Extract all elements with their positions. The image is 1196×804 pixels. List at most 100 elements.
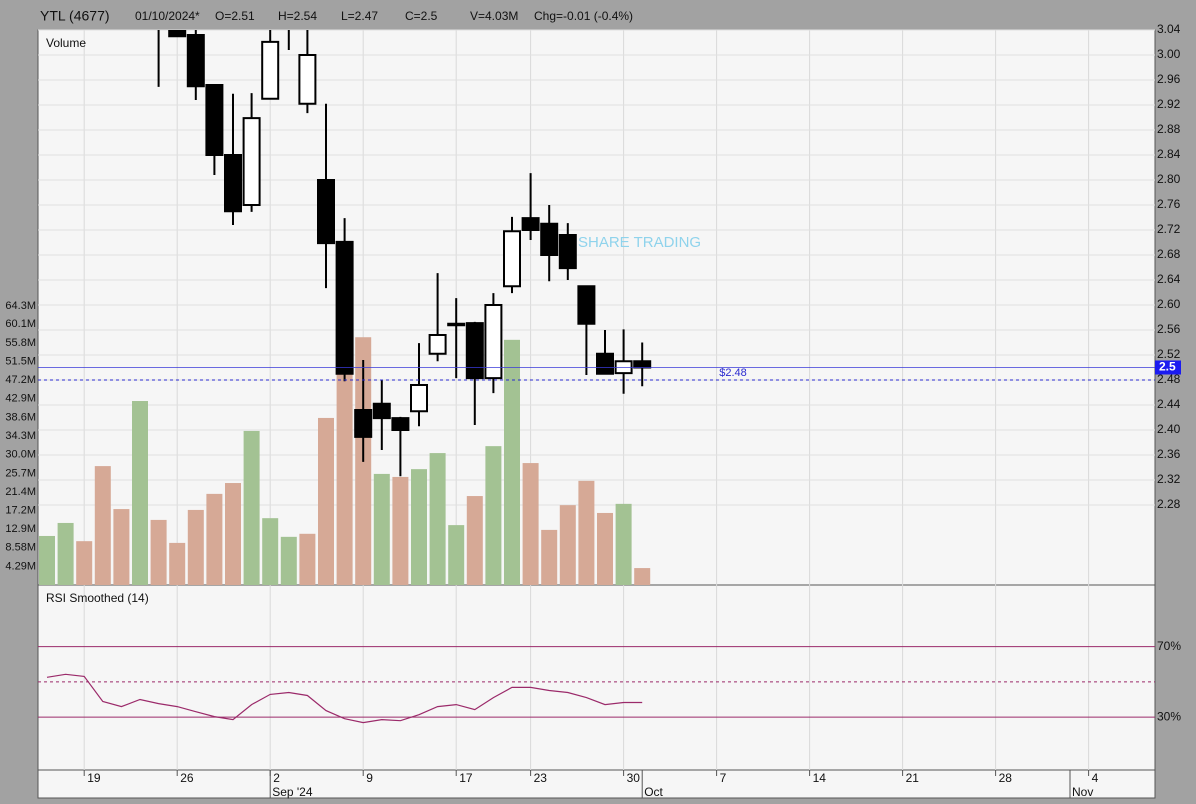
volume-bar bbox=[429, 453, 446, 585]
y-tick-label: 2.52 bbox=[1157, 347, 1181, 361]
candle-body bbox=[298, 54, 317, 105]
volume-bar bbox=[150, 519, 167, 585]
volume-bar bbox=[280, 536, 297, 585]
header-open: O=2.51 bbox=[215, 9, 255, 23]
candle-body bbox=[633, 360, 652, 369]
price-line-label: $2.48 bbox=[719, 367, 747, 379]
x-tick-label: 23 bbox=[534, 771, 548, 785]
volume-bar bbox=[169, 542, 186, 585]
x-tick-label: 21 bbox=[906, 771, 920, 785]
y-tick-label: 2.28 bbox=[1157, 497, 1181, 511]
rsi-panel bbox=[37, 584, 1156, 771]
header-high: H=2.54 bbox=[278, 9, 317, 23]
month-label: Oct bbox=[644, 785, 663, 799]
x-tick-label: 19 bbox=[87, 771, 101, 785]
volume-bar bbox=[448, 525, 465, 585]
volume-bar bbox=[318, 417, 334, 585]
candle-body bbox=[261, 40, 280, 100]
volume-tick-label: 55.8M bbox=[5, 337, 36, 349]
volume-bar bbox=[373, 473, 390, 585]
price-panel bbox=[37, 29, 1156, 586]
volume-bar bbox=[411, 469, 427, 585]
volume-bar bbox=[541, 529, 558, 585]
volume-bar bbox=[113, 509, 130, 585]
candles bbox=[157, 30, 652, 477]
axes: YTL (4677) 01/10/2024* O=2.51 H=2.54 L=2… bbox=[5, 8, 1181, 799]
volume-bar bbox=[615, 503, 632, 585]
y-tick-label: 3.00 bbox=[1157, 47, 1181, 61]
candle-body bbox=[391, 417, 410, 431]
volume-tick-label: 47.2M bbox=[5, 374, 36, 386]
candle-body bbox=[242, 117, 261, 206]
x-tick-label: 7 bbox=[720, 771, 727, 785]
volume-bar bbox=[597, 512, 613, 585]
candle-body bbox=[205, 84, 224, 156]
volume-tick-label: 25.7M bbox=[5, 467, 36, 479]
volume-bar bbox=[578, 480, 595, 585]
candle-body bbox=[540, 222, 559, 256]
y-tick-label: 2.36 bbox=[1157, 447, 1181, 461]
y-tick-label: 3.04 bbox=[1157, 22, 1181, 36]
volume-bar bbox=[206, 493, 223, 585]
volume-bar bbox=[559, 505, 576, 585]
volume-bar bbox=[187, 509, 204, 585]
x-tick-label: 17 bbox=[459, 771, 473, 785]
candle-body bbox=[521, 217, 540, 231]
candle-body bbox=[558, 234, 577, 270]
volume-label: Volume bbox=[46, 36, 86, 50]
last-price-box bbox=[1155, 360, 1181, 375]
rsi-area bbox=[38, 646, 1155, 724]
volume-bar bbox=[504, 339, 520, 585]
x-tick-label: 26 bbox=[180, 771, 194, 785]
volume-tick-label: 60.1M bbox=[5, 318, 36, 330]
candle-body bbox=[168, 30, 187, 38]
price-area: $2.48 bbox=[38, 30, 1155, 585]
candle-body bbox=[484, 304, 503, 380]
rsi-label: RSI Smoothed (14) bbox=[46, 591, 149, 605]
volume-bar bbox=[225, 483, 241, 585]
candle-body bbox=[186, 34, 205, 88]
volume-tick-label: 21.4M bbox=[5, 486, 36, 498]
volume-tick-label: 12.9M bbox=[5, 523, 36, 535]
volume-tick-label: 17.2M bbox=[5, 504, 36, 516]
candle-body bbox=[317, 179, 335, 245]
x-axis-panel bbox=[37, 769, 1156, 799]
volume-bar bbox=[336, 346, 353, 585]
y-tick-label: 2.40 bbox=[1157, 422, 1181, 436]
x-tick-label: 4 bbox=[1092, 771, 1099, 785]
rsi-tick-label: 30% bbox=[1157, 709, 1181, 723]
volume-bar bbox=[634, 568, 651, 585]
y-tick-label: 2.96 bbox=[1157, 72, 1181, 86]
volume-tick-label: 30.0M bbox=[5, 449, 36, 461]
header-low: L=2.47 bbox=[341, 9, 378, 23]
volume-tick-label: 42.9M bbox=[5, 393, 36, 405]
month-label: Nov bbox=[1072, 785, 1093, 799]
header-date: 01/10/2024* bbox=[135, 9, 200, 23]
candle-body bbox=[335, 240, 354, 375]
volume-bar bbox=[132, 401, 148, 585]
y-tick-label: 2.76 bbox=[1157, 197, 1181, 211]
volume-bar bbox=[243, 430, 260, 585]
candle-body bbox=[447, 322, 466, 327]
x-tick-label: 30 bbox=[627, 771, 641, 785]
x-tick-label: 2 bbox=[273, 771, 280, 785]
y-tick-label: 2.56 bbox=[1157, 322, 1181, 336]
candle-body bbox=[596, 352, 614, 375]
x-tick-label: 14 bbox=[813, 771, 827, 785]
ticker-title: YTL (4677) bbox=[40, 8, 110, 24]
volume-bar bbox=[262, 518, 279, 585]
y-tick-label: 2.84 bbox=[1157, 147, 1181, 161]
volume-tick-label: 8.58M bbox=[5, 542, 36, 554]
y-tick-label: 2.48 bbox=[1157, 372, 1181, 386]
volume-bar bbox=[485, 446, 502, 585]
volume-tick-label: 34.3M bbox=[5, 430, 36, 442]
header-volume: V=4.03M bbox=[470, 9, 518, 23]
rsi-line bbox=[46, 673, 643, 724]
month-label: Sep '24 bbox=[272, 785, 313, 799]
volume-tick-label: 51.5M bbox=[5, 355, 36, 367]
y-tick-label: 2.60 bbox=[1157, 297, 1181, 311]
y-tick-label: 2.32 bbox=[1157, 472, 1181, 486]
candle-body bbox=[354, 409, 373, 438]
y-tick-label: 2.72 bbox=[1157, 222, 1181, 236]
